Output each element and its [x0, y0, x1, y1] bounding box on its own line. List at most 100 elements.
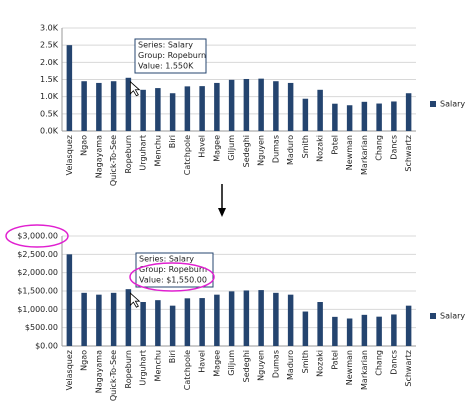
- bar: [332, 103, 338, 131]
- x-tick-label: Menchu: [153, 350, 162, 381]
- x-tick-label: Nagayama: [94, 350, 103, 393]
- bar: [96, 82, 102, 131]
- x-tick-label: Havel: [198, 135, 207, 158]
- bar: [81, 292, 87, 346]
- x-tick-label: Markarian: [360, 350, 369, 390]
- x-tick-label: Ngao: [80, 135, 89, 156]
- x-tick-label: Maduro: [286, 135, 295, 165]
- x-tick-label: Velasquez: [65, 135, 74, 175]
- legend-label: Salary: [440, 312, 465, 321]
- highlight-ellipse: [129, 262, 215, 292]
- x-tick-label: Nozaki: [316, 135, 325, 162]
- legend-swatch: [430, 101, 436, 107]
- bar: [96, 294, 102, 346]
- x-tick-label: Urguhart: [139, 350, 148, 386]
- x-tick-label: Havel: [198, 350, 207, 373]
- x-tick-label: Patel: [330, 350, 339, 370]
- x-tick-label: Biri: [168, 135, 177, 148]
- bar: [243, 78, 250, 131]
- tooltip-line: Value: 1.550K: [138, 62, 194, 71]
- x-tick-label: Chang: [375, 350, 384, 376]
- x-tick-label: Smith: [301, 135, 310, 158]
- bar: [273, 81, 279, 131]
- x-tick-label: Maduro: [286, 350, 295, 380]
- bar: [317, 89, 323, 131]
- y-tick-label: 1.0K: [40, 92, 59, 101]
- highlight-ellipse: [5, 224, 69, 248]
- x-tick-label: Sedeghi: [242, 135, 251, 167]
- x-tick-label: Ropeburn: [124, 135, 133, 173]
- bar: [258, 78, 264, 131]
- x-tick-label: Velasquez: [65, 350, 74, 390]
- bar: [140, 302, 146, 346]
- bar: [184, 298, 191, 346]
- bar: [361, 314, 368, 346]
- x-tick-label: Menchu: [153, 135, 162, 166]
- x-tick-label: Dancs: [389, 350, 398, 375]
- bar: [243, 290, 250, 346]
- bar: [81, 81, 87, 131]
- down-arrow: [218, 184, 226, 217]
- y-tick-label: 2.5K: [40, 41, 59, 50]
- x-tick-label: Catchpole: [183, 350, 192, 390]
- bar: [199, 298, 205, 346]
- bar: [302, 311, 309, 346]
- x-tick-label: Dancs: [389, 135, 398, 160]
- bar: [155, 88, 161, 131]
- bar: [346, 318, 353, 346]
- y-tick-label: 0.0K: [40, 127, 59, 136]
- x-tick-label: Dumas: [271, 350, 280, 378]
- tooltip-line: Series: Salary: [139, 255, 194, 264]
- y-tick-label: $1,500.00: [17, 287, 58, 296]
- x-tick-label: Smith: [301, 350, 310, 373]
- bar: [199, 86, 205, 131]
- x-tick-label: Nguyen: [257, 135, 266, 166]
- bar: [346, 105, 353, 131]
- bar: [140, 89, 146, 131]
- x-tick-label: Nguyen: [257, 350, 266, 381]
- bar: [66, 45, 73, 131]
- x-tick-label: Nagayama: [94, 135, 103, 178]
- bar: [376, 316, 382, 346]
- bar: [228, 79, 235, 131]
- bar: [405, 93, 412, 131]
- bar: [155, 300, 161, 346]
- bar: [405, 305, 412, 346]
- y-tick-label: $500.00: [25, 323, 58, 332]
- x-tick-label: Nozaki: [316, 350, 325, 377]
- bar: [228, 291, 235, 346]
- bar: [258, 290, 264, 346]
- legend-swatch: [430, 313, 436, 319]
- y-tick-label: 3.0K: [40, 24, 59, 33]
- x-tick-label: Dumas: [271, 135, 280, 163]
- bar: [273, 292, 279, 346]
- y-tick-label: $0.00: [35, 342, 58, 351]
- x-tick-label: Magee: [212, 135, 221, 162]
- x-tick-label: Quick-To-See: [109, 135, 118, 186]
- y-tick-label: $2,000.00: [17, 268, 58, 277]
- bar: [110, 292, 117, 346]
- bar: [302, 98, 309, 131]
- y-tick-label: 0.5K: [40, 109, 59, 118]
- bar: [169, 93, 176, 131]
- x-tick-label: Catchpole: [183, 135, 192, 175]
- bar: [214, 82, 220, 131]
- tooltip-line: Series: Salary: [138, 41, 193, 50]
- bar: [391, 101, 397, 131]
- x-tick-label: Quick-To-See: [109, 350, 118, 401]
- x-tick-label: Markarian: [360, 135, 369, 175]
- x-tick-label: Patel: [330, 135, 339, 155]
- bar: [214, 294, 220, 346]
- cursor: [129, 80, 141, 97]
- bar: [66, 254, 73, 346]
- x-tick-label: Ngao: [80, 350, 89, 371]
- x-tick-label: Chang: [375, 135, 384, 161]
- x-tick-label: Giljum: [227, 135, 236, 161]
- bar: [125, 77, 132, 131]
- y-tick-label: $2,500.00: [17, 250, 58, 259]
- bar: [317, 302, 323, 346]
- tooltip-line: Group: Ropeburn: [138, 51, 206, 60]
- bar: [332, 316, 338, 346]
- legend-label: Salary: [440, 100, 465, 109]
